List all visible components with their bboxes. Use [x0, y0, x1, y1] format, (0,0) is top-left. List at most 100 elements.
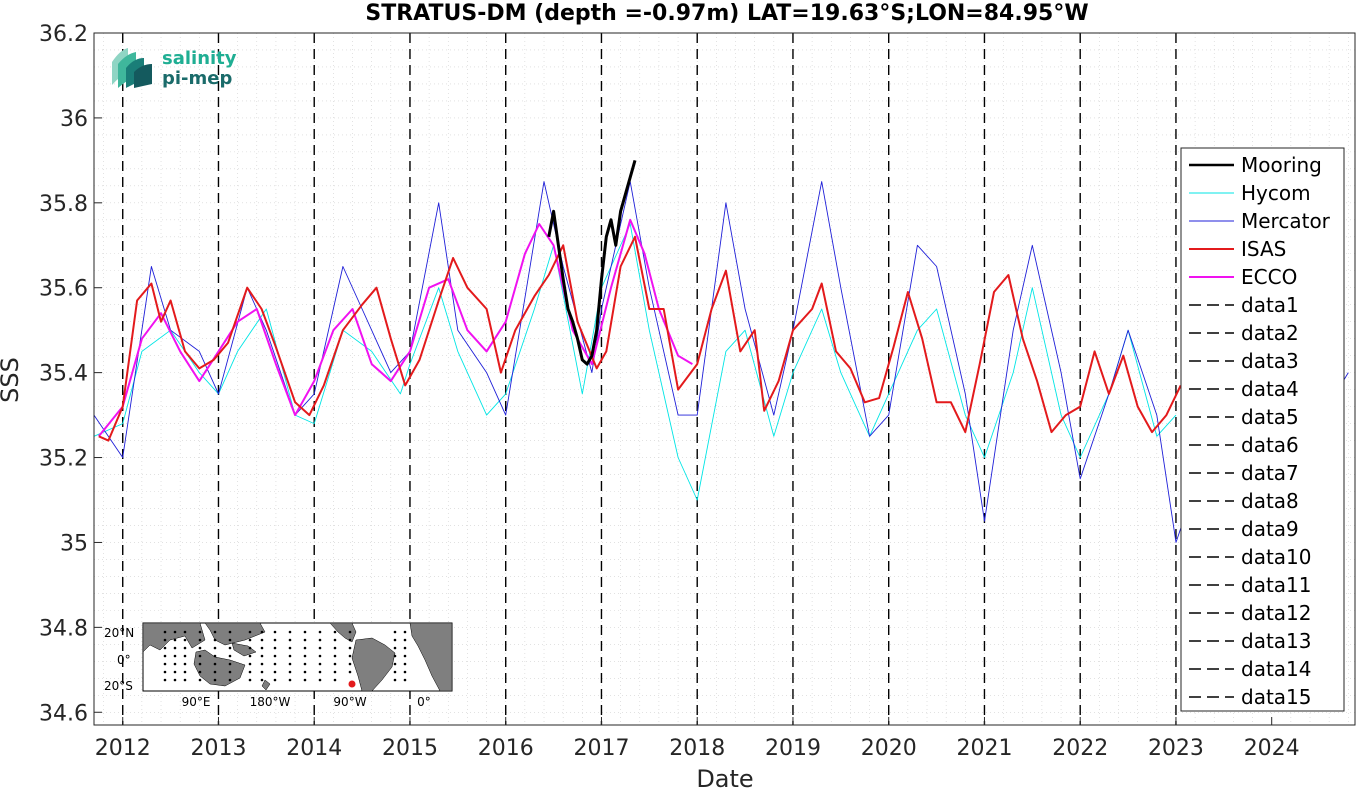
legend-label: data14 [1241, 657, 1312, 681]
map-buoy-dot [333, 638, 337, 642]
logo-line1: salinity [162, 48, 237, 69]
map-buoy-dot [163, 670, 167, 674]
map-buoy-dot [303, 654, 307, 658]
inset-map: 20°N 0° 20°S 90°E 180°W 90°W 0° [104, 622, 453, 709]
logo-line2: pi-mep [162, 68, 232, 89]
map-buoy-dot [163, 662, 167, 666]
y-tick-label: 34.6 [39, 701, 88, 726]
map-buoy-dot [183, 646, 187, 650]
map-buoy-dot [260, 654, 264, 658]
map-buoy-dot [403, 670, 407, 674]
map-buoy-dot [288, 662, 292, 666]
map-buoy-dot [183, 678, 187, 682]
map-buoy-dot [303, 678, 307, 682]
map-buoy-dot [333, 678, 337, 682]
map-buoy-dot [163, 646, 167, 650]
map-buoy-dot [248, 654, 252, 658]
map-lat-label-0: 0° [117, 653, 131, 667]
map-buoy-dot [213, 678, 217, 682]
map-buoy-dot [318, 646, 322, 650]
map-buoy-dot [393, 646, 397, 650]
map-buoy-dot [303, 630, 307, 634]
map-buoy-dot [248, 638, 252, 642]
y-tick-label: 35 [60, 531, 88, 556]
x-axis-label: Date [696, 765, 753, 790]
map-buoy-dot [288, 646, 292, 650]
map-buoy-dot [260, 678, 264, 682]
map-buoy-dot [318, 654, 322, 658]
map-buoy-dot [303, 662, 307, 666]
y-ticks: 34.6 34.8 35 35.2 35.4 35.6 35.8 36 36.2 [39, 22, 102, 726]
map-buoy-dot [173, 678, 177, 682]
map-buoy-dot [198, 678, 202, 682]
map-lon-label-90w: 90°W [333, 695, 366, 709]
y-tick-label: 35.4 [39, 362, 88, 387]
map-buoy-dot [198, 662, 202, 666]
logo-wave-icon [112, 48, 152, 88]
salinity-pimep-logo: salinity pi-mep [112, 48, 237, 89]
station-marker [348, 680, 356, 688]
map-buoy-dot [260, 662, 264, 666]
map-buoy-dot [213, 630, 217, 634]
map-lon-label-0: 0° [417, 695, 431, 709]
x-tick-label: 2021 [956, 736, 1012, 761]
map-buoy-dot [333, 630, 337, 634]
map-buoy-dot [333, 654, 337, 658]
map-buoy-dot [228, 670, 232, 674]
map-buoy-dot [273, 646, 277, 650]
map-buoy-dot [173, 630, 177, 634]
map-buoy-dot [403, 630, 407, 634]
map-buoy-dot [228, 662, 232, 666]
map-buoy-dot [183, 662, 187, 666]
y-tick-label: 36 [60, 107, 88, 132]
x-tick-label: 2012 [95, 736, 151, 761]
map-buoy-dot [183, 630, 187, 634]
legend-label: data5 [1241, 405, 1299, 429]
map-buoy-dot [348, 654, 352, 658]
year-dashed-lines [122, 33, 1177, 725]
map-buoy-dot [303, 646, 307, 650]
map-buoy-dot [273, 638, 277, 642]
legend-label: Mercator [1241, 209, 1331, 233]
inset-map-land [142, 622, 453, 692]
legend-label: Hycom [1241, 181, 1311, 205]
legend-label: data13 [1241, 629, 1312, 653]
map-buoy-dot [163, 678, 167, 682]
map-buoy-dot [403, 638, 407, 642]
map-buoy-dot [273, 670, 277, 674]
legend-label: data3 [1241, 349, 1299, 373]
map-buoy-dot [260, 646, 264, 650]
series-line-mooring [547, 159, 637, 366]
y-tick-label: 35.6 [39, 277, 88, 302]
map-buoy-dot [198, 638, 202, 642]
legend-label: data12 [1241, 601, 1312, 625]
map-buoy-dot [260, 638, 264, 642]
map-buoy-dot [183, 670, 187, 674]
map-buoy-dot [260, 670, 264, 674]
map-lon-label-90e: 90°E [182, 695, 211, 709]
y-tick-label: 35.2 [39, 447, 88, 472]
inset-map-buoys [163, 630, 407, 682]
map-buoy-dot [260, 630, 264, 634]
map-buoy-dot [318, 662, 322, 666]
legend-label: data4 [1241, 377, 1299, 401]
map-buoy-dot [173, 654, 177, 658]
legend-label: data1 [1241, 293, 1299, 317]
chart-title: STRATUS-DM (depth =-0.97m) LAT=19.63°S;L… [365, 1, 1088, 26]
legend: Mooring Hycom Mercator ISAS ECCO data1 data2 da… [1180, 147, 1345, 712]
map-lat-label-20s: 20°S [104, 679, 133, 693]
legend-label: data15 [1241, 685, 1312, 709]
map-buoy-dot [163, 638, 167, 642]
map-buoy-dot [333, 662, 337, 666]
map-buoy-dot [318, 638, 322, 642]
map-buoy-dot [403, 654, 407, 658]
map-buoy-dot [198, 670, 202, 674]
legend-label: data6 [1241, 433, 1299, 457]
map-buoy-dot [348, 638, 352, 642]
legend-label: data11 [1241, 573, 1312, 597]
map-buoy-dot [318, 630, 322, 634]
map-buoy-dot [393, 670, 397, 674]
map-buoy-dot [333, 670, 337, 674]
map-buoy-dot [403, 678, 407, 682]
